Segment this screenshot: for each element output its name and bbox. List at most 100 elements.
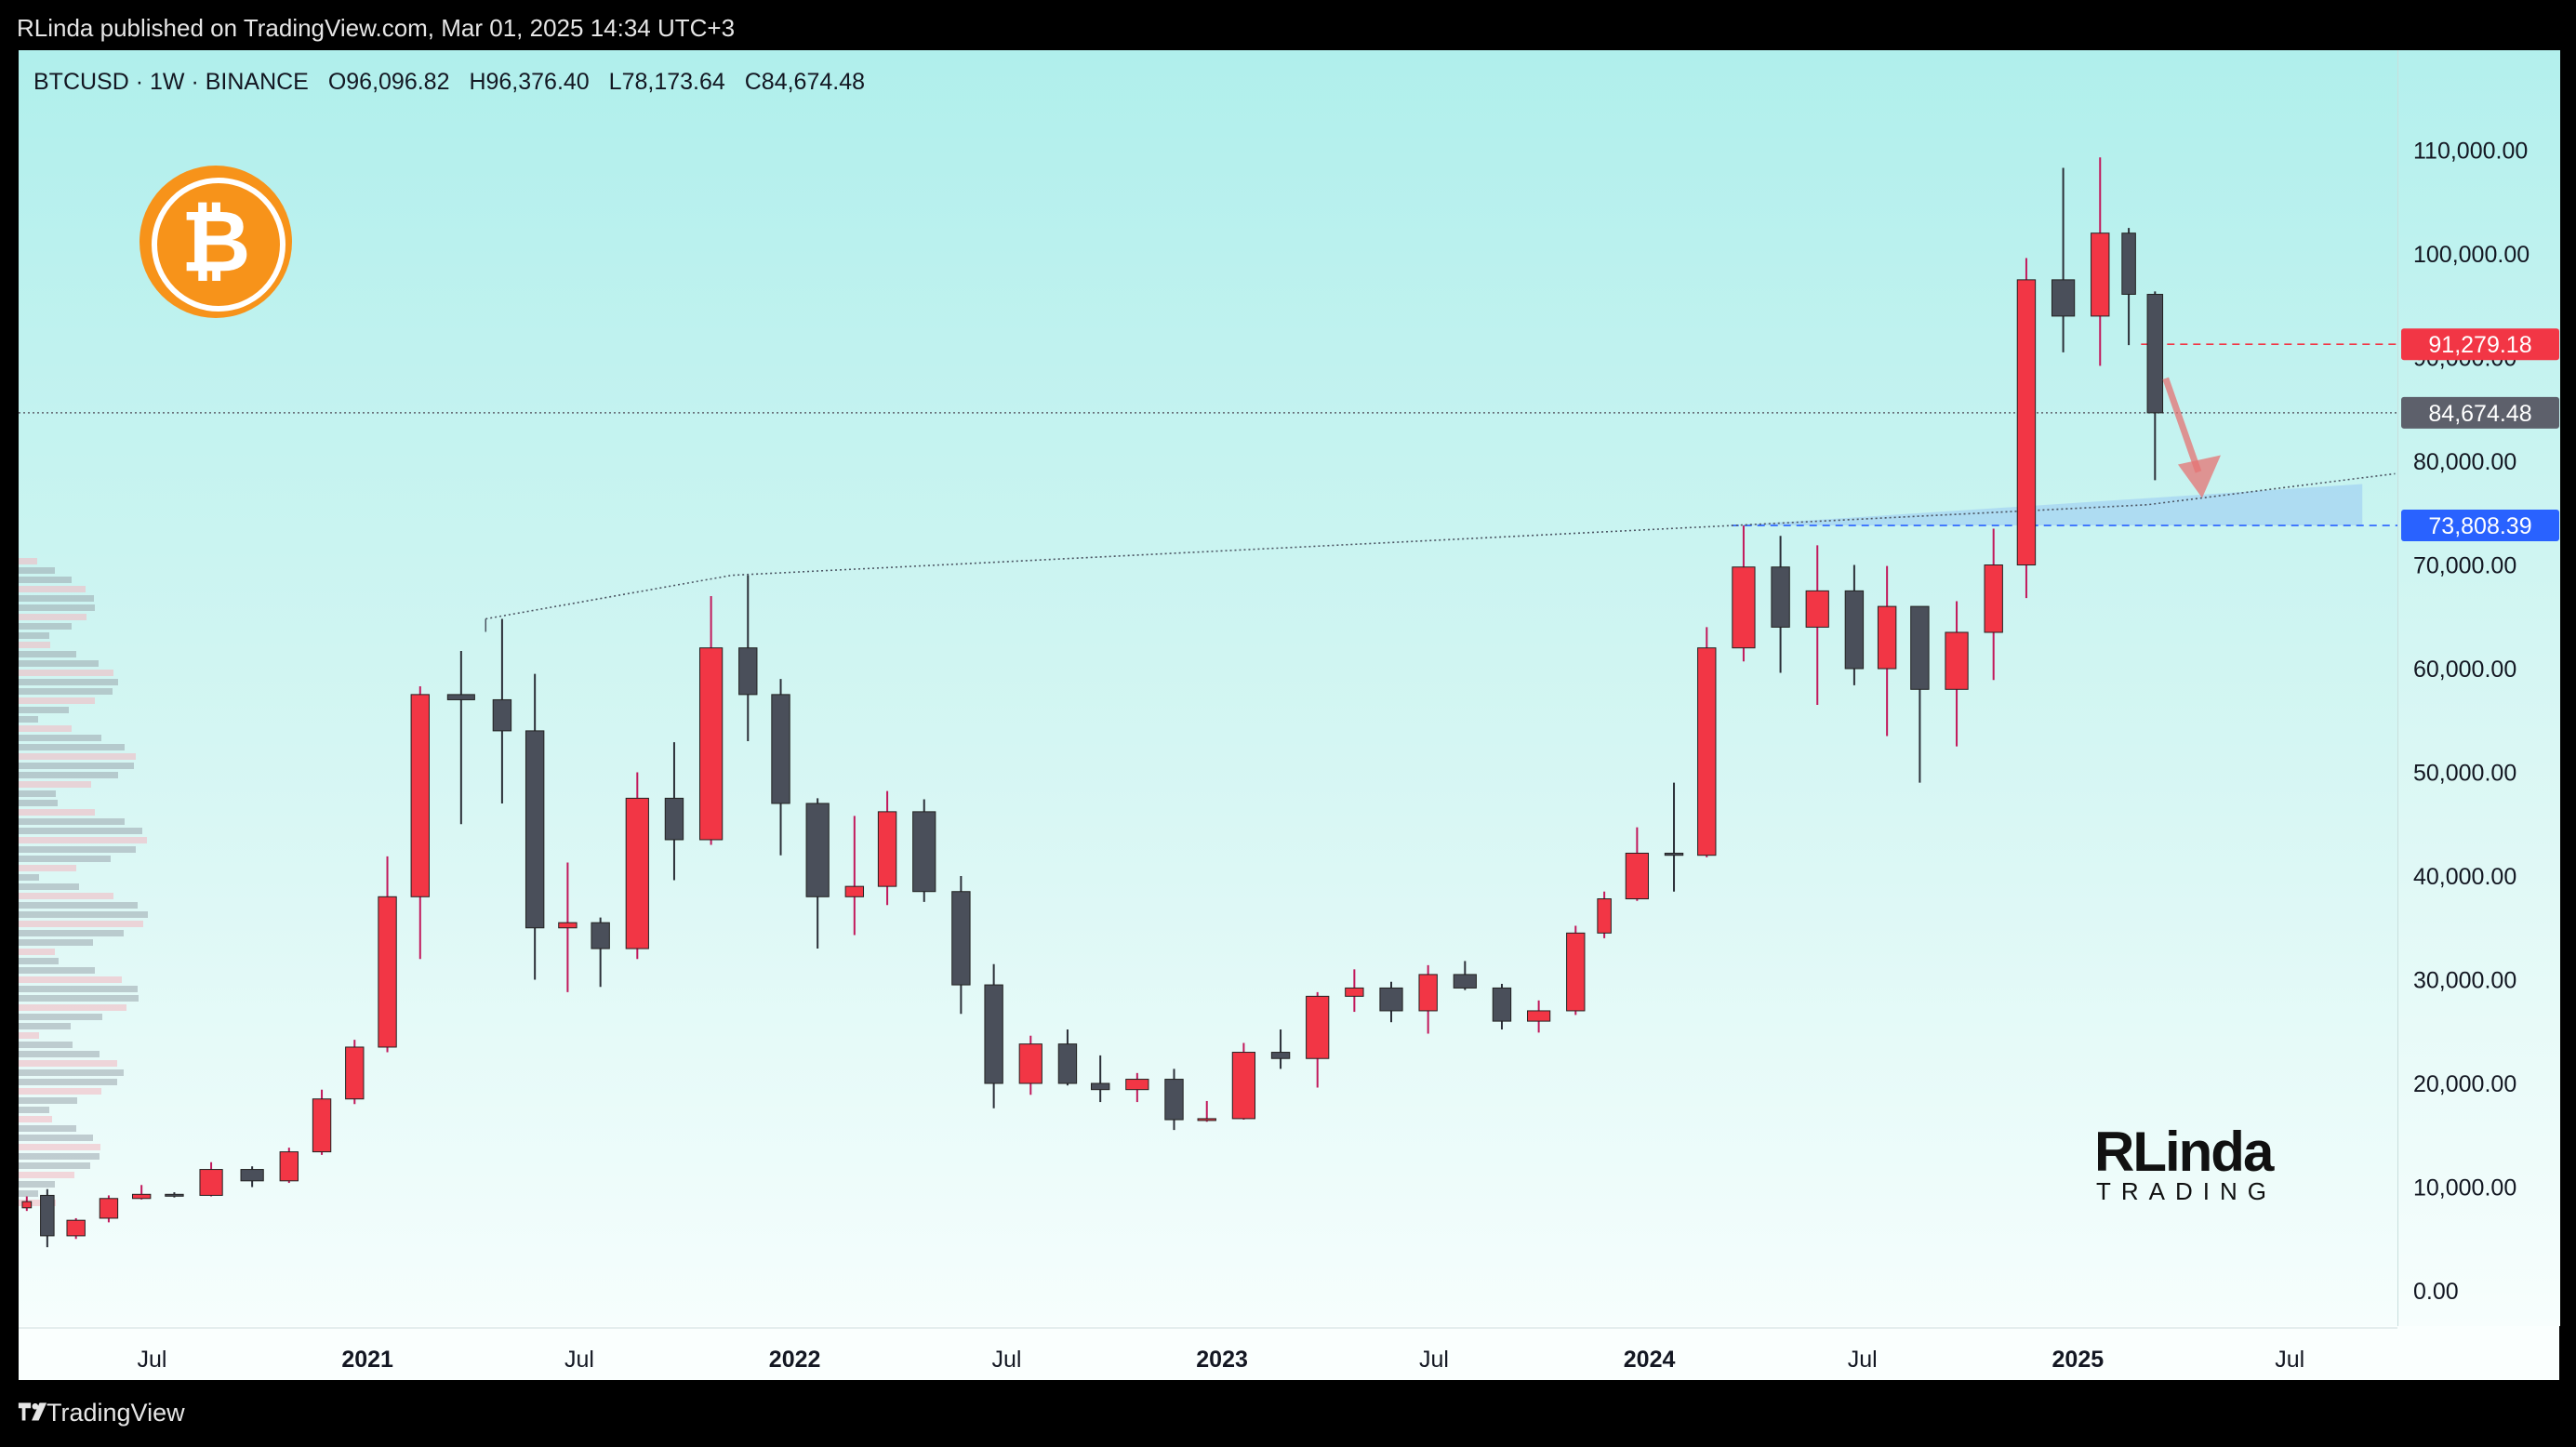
candle[interactable] xyxy=(165,1192,184,1198)
candle[interactable] xyxy=(1566,925,1586,1016)
candle[interactable] xyxy=(844,816,865,936)
candle[interactable] xyxy=(1418,964,1438,1034)
ohlc-open: O96,096.82 xyxy=(327,69,450,95)
candle[interactable] xyxy=(410,685,430,960)
candle[interactable] xyxy=(1664,782,1684,892)
candle[interactable] xyxy=(240,1166,264,1188)
x-axis-band[interactable] xyxy=(19,1326,2397,1380)
candle[interactable] xyxy=(625,772,649,960)
candle[interactable] xyxy=(99,1195,119,1223)
candle[interactable] xyxy=(1270,1029,1291,1069)
y-tick-label: 10,000.00 xyxy=(2413,1175,2516,1201)
candle[interactable] xyxy=(1379,981,1403,1023)
candle[interactable] xyxy=(131,1185,152,1200)
price-tag[interactable]: 91,279.18 xyxy=(2401,328,2559,361)
candle-body xyxy=(410,694,430,897)
resistance-trendline[interactable] xyxy=(485,472,2396,620)
candle[interactable] xyxy=(21,1196,33,1212)
candle[interactable] xyxy=(279,1148,299,1184)
candle[interactable] xyxy=(524,673,545,980)
price-tag[interactable]: 73,808.39 xyxy=(2401,510,2559,542)
candle[interactable] xyxy=(738,575,758,742)
candle[interactable] xyxy=(1306,991,1330,1088)
candle[interactable] xyxy=(698,595,724,845)
candle[interactable] xyxy=(492,618,512,803)
candle-body xyxy=(1664,852,1684,856)
volume-profile-bar xyxy=(19,902,138,909)
candle[interactable] xyxy=(1345,969,1364,1013)
candle[interactable] xyxy=(1877,565,1897,737)
price-tag[interactable]: 84,674.48 xyxy=(2401,396,2559,429)
candle[interactable] xyxy=(1018,1035,1042,1095)
candle[interactable] xyxy=(1697,627,1717,857)
candle[interactable] xyxy=(2016,258,2037,599)
candle[interactable] xyxy=(877,790,897,906)
candle[interactable] xyxy=(1197,1100,1216,1122)
candle-body xyxy=(1771,566,1790,628)
volume-profile-bar xyxy=(19,781,91,788)
candle[interactable] xyxy=(1492,983,1512,1030)
volume-profile-bar xyxy=(19,883,79,890)
candle[interactable] xyxy=(2091,157,2110,366)
candle[interactable] xyxy=(2146,291,2164,481)
tradingview-logo-icon[interactable] xyxy=(17,1401,48,1423)
y-tick-label: 30,000.00 xyxy=(2413,968,2516,994)
candle[interactable] xyxy=(1945,601,1969,747)
price-tag-label: 91,279.18 xyxy=(2428,332,2531,358)
candle[interactable] xyxy=(1597,891,1612,938)
candle[interactable] xyxy=(1984,528,2003,681)
candle[interactable] xyxy=(66,1217,86,1240)
candle[interactable] xyxy=(591,917,610,988)
axis-corner xyxy=(2397,1326,2559,1380)
candle[interactable] xyxy=(1910,605,1930,783)
candle[interactable] xyxy=(1625,827,1649,901)
symbol-name[interactable]: BTCUSD · 1W · BINANCE xyxy=(33,69,309,95)
author-watermark: RLinda TRADING xyxy=(2094,1120,2299,1209)
volume-profile-bar xyxy=(19,1144,100,1150)
candle[interactable] xyxy=(1732,525,1756,662)
candle[interactable] xyxy=(2051,167,2076,352)
projection-arrow-head[interactable] xyxy=(2177,455,2221,498)
chart-pane[interactable] xyxy=(19,50,2397,1326)
candle[interactable] xyxy=(2121,228,2136,346)
candle-body xyxy=(558,922,578,929)
volume-profile-bar xyxy=(19,865,76,871)
volume-profile-bar xyxy=(19,688,113,695)
projection-arrow-shaft[interactable] xyxy=(2162,377,2202,473)
candle[interactable] xyxy=(951,876,971,1015)
y-tick-label: 60,000.00 xyxy=(2413,657,2516,683)
candle[interactable] xyxy=(1805,545,1829,706)
candle[interactable] xyxy=(1231,1042,1256,1121)
candle[interactable] xyxy=(345,1040,365,1105)
volume-profile-bar xyxy=(19,874,39,881)
candle[interactable] xyxy=(40,1188,55,1248)
candle[interactable] xyxy=(199,1162,223,1197)
volume-profile-bar xyxy=(19,567,55,574)
price-axis[interactable] xyxy=(2397,50,2560,1326)
candle[interactable] xyxy=(805,798,830,949)
candle[interactable] xyxy=(1844,564,1865,685)
candle[interactable] xyxy=(1771,536,1790,673)
candle-body xyxy=(345,1046,365,1100)
candle[interactable] xyxy=(984,963,1003,1108)
candle[interactable] xyxy=(1164,1069,1184,1131)
volume-profile-bar xyxy=(19,790,56,797)
candle[interactable] xyxy=(446,651,475,825)
footer-brand[interactable]: TradingView xyxy=(46,1399,185,1427)
candle[interactable] xyxy=(771,679,790,856)
symbol-legend[interactable]: BTCUSD · 1W · BINANCE O96,096.82 H96,376… xyxy=(33,69,878,96)
support-zone-fill[interactable] xyxy=(1731,484,2363,526)
candle[interactable] xyxy=(912,799,936,902)
candle[interactable] xyxy=(1125,1072,1149,1103)
candle[interactable] xyxy=(312,1089,332,1155)
candle[interactable] xyxy=(378,856,397,1053)
volume-profile-bar xyxy=(19,809,95,816)
candle[interactable] xyxy=(1090,1055,1110,1103)
candle[interactable] xyxy=(558,862,578,992)
candle[interactable] xyxy=(1453,961,1477,990)
candle[interactable] xyxy=(1527,1000,1551,1033)
candle[interactable] xyxy=(664,742,684,881)
candle-body xyxy=(1057,1043,1078,1084)
candle[interactable] xyxy=(1057,1029,1078,1086)
